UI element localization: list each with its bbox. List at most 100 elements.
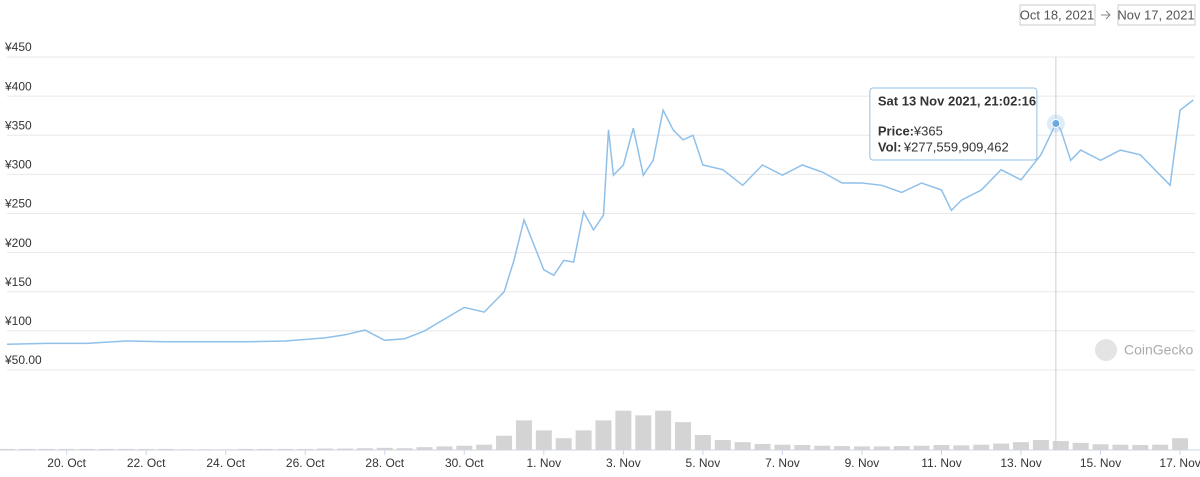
x-tick-label: 30. Oct	[445, 456, 484, 470]
volume-bar	[356, 448, 373, 450]
x-tick-label: 1. Nov	[526, 456, 561, 470]
x-tick-label: 17. Nov	[1159, 456, 1200, 470]
volume-bar	[1132, 445, 1149, 450]
volume-bar	[98, 448, 115, 450]
tooltip-price: ¥365	[913, 123, 943, 138]
volume-bar	[1013, 442, 1030, 450]
x-tick-label: 28. Oct	[365, 456, 404, 470]
y-tick-label: ¥150	[4, 275, 32, 289]
tooltip-box	[869, 87, 1038, 161]
volume-bar	[814, 445, 831, 450]
volume-bar	[575, 430, 592, 450]
volume-bar	[555, 438, 572, 450]
volume-bar	[317, 448, 334, 450]
x-tick-label: 26. Oct	[286, 456, 325, 470]
volume-bar	[675, 422, 692, 450]
volume-bar	[1032, 440, 1049, 450]
volume-bar	[396, 448, 413, 450]
volume-bar	[217, 449, 234, 450]
y-tick-label: ¥400	[4, 79, 32, 93]
hover-point	[1051, 119, 1061, 129]
volume-bar	[794, 445, 811, 450]
volume-bar	[58, 448, 75, 450]
volume-bar	[38, 448, 55, 450]
volume-bar	[337, 448, 354, 450]
x-tick-label: 24. Oct	[206, 456, 245, 470]
tooltip-price-label: Price:	[878, 123, 914, 138]
x-tick-label: 22. Oct	[127, 456, 166, 470]
volume-bar	[774, 444, 791, 450]
x-tick-label: 3. Nov	[606, 456, 641, 470]
tooltip-volume-label: Vol:	[878, 139, 902, 154]
x-tick-label: 9. Nov	[845, 456, 880, 470]
volume-bar	[873, 446, 890, 450]
volume-bar	[496, 435, 513, 450]
price-line	[6, 99, 1194, 345]
volume-bar	[416, 447, 433, 450]
x-tick-label: 15. Nov	[1080, 456, 1121, 470]
x-tick-label: 11. Nov	[921, 456, 961, 470]
volume-bar	[993, 443, 1010, 450]
volume-bar	[237, 448, 254, 450]
volume-bar	[1152, 444, 1169, 450]
y-tick-label: ¥250	[4, 197, 32, 211]
volume-bar	[913, 445, 930, 450]
volume-bar	[1072, 442, 1089, 450]
volume-bar	[78, 448, 95, 450]
volume-bar	[1052, 441, 1069, 450]
x-tick-label: 5. Nov	[686, 456, 721, 470]
x-tick-label: 13. Nov	[1000, 456, 1041, 470]
volume-bar	[0, 448, 15, 450]
volume-bar	[177, 449, 194, 450]
volume-bar	[535, 430, 552, 450]
volume-bar	[515, 420, 532, 450]
volume-bar	[158, 448, 175, 450]
range-end[interactable]: Nov 17, 2021	[1117, 7, 1194, 22]
volume-bar	[1172, 438, 1189, 450]
volume-bar	[893, 446, 910, 450]
volume-bar	[694, 435, 711, 450]
y-tick-label: ¥350	[4, 118, 32, 132]
y-tick-label: ¥200	[4, 236, 32, 250]
volume-bar	[973, 444, 990, 450]
volume-bar	[714, 440, 731, 450]
volume-bar	[754, 443, 771, 450]
volume-bar	[257, 448, 274, 450]
x-tick-label: 7. Nov	[765, 456, 800, 470]
volume-bar	[456, 445, 473, 450]
volume-bar	[953, 445, 970, 450]
y-tick-label: ¥50.00	[4, 353, 42, 367]
range-end-box[interactable]	[1117, 4, 1196, 26]
volume-bar	[615, 410, 632, 450]
volume-bar	[1092, 444, 1109, 450]
y-tick-label: ¥300	[4, 158, 32, 172]
volume-bar	[1112, 444, 1129, 450]
range-arrow	[1101, 10, 1111, 20]
volume-bar	[595, 420, 612, 450]
range-start-box[interactable]	[1019, 4, 1096, 26]
y-tick-label: ¥100	[4, 314, 32, 328]
x-tick-label: 20. Oct	[47, 456, 86, 470]
tooltip-date: Sat 13 Nov 2021, 21:02:16	[878, 93, 1036, 108]
volume-bar	[118, 448, 135, 450]
volume-bar	[834, 446, 851, 450]
volume-bar	[933, 445, 950, 450]
volume-bar	[476, 444, 493, 450]
volume-bar	[436, 446, 453, 450]
volume-bar	[853, 446, 870, 450]
tooltip-volume: ¥277,559,909,462	[903, 139, 1009, 154]
volume-bar	[277, 448, 294, 450]
volume-bar	[197, 449, 214, 450]
volume-bar	[138, 448, 155, 450]
watermark-logo	[1095, 339, 1117, 361]
volume-bar	[734, 442, 751, 450]
watermark: CoinGecko	[1124, 342, 1193, 358]
volume-bar	[376, 447, 393, 450]
volume-bar	[297, 448, 314, 450]
volume-bar	[635, 415, 652, 450]
y-tick-label: ¥450	[4, 40, 32, 54]
volume-bar	[18, 448, 35, 450]
volume-bar	[655, 410, 672, 450]
range-start[interactable]: Oct 18, 2021	[1020, 7, 1094, 22]
